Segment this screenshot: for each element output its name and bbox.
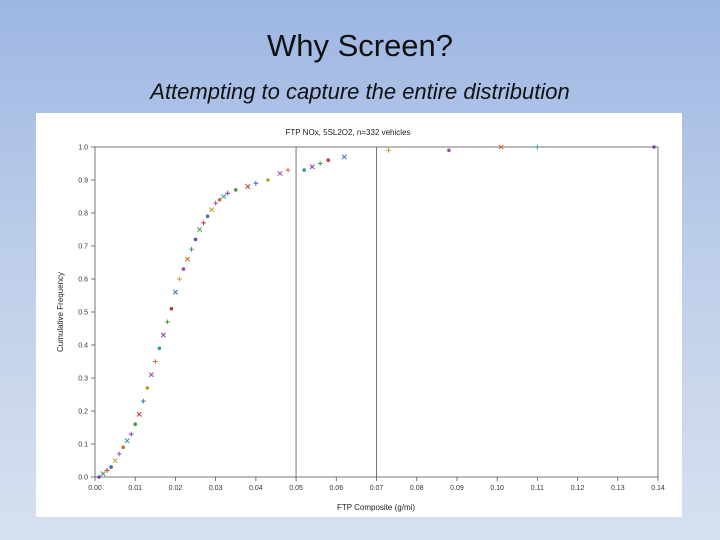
y-tick-label: 1.0 — [78, 145, 88, 152]
data-point — [97, 475, 101, 479]
data-point — [157, 346, 162, 351]
data-point — [169, 306, 174, 311]
y-tick-label: 0.0 — [78, 475, 88, 482]
data-point — [386, 147, 391, 153]
data-point — [253, 180, 259, 186]
data-point — [184, 256, 191, 262]
chart-figure: FTP NOx, 5SL2O2, n=332 vehicles 0.00 0.01… — [36, 113, 682, 517]
y-axis-ticks: 0.0 0.1 0.2 0.3 0.4 0.5 0.6 0.7 0.8 0.9 1.0 — [78, 145, 95, 482]
data-point — [498, 144, 504, 150]
x-tick-label: 0.05 — [289, 485, 303, 492]
data-point — [302, 168, 306, 172]
data-point — [205, 214, 210, 219]
cumulative-frequency-chart: FTP NOx, 5SL2O2, n=332 vehicles 0.00 0.01… — [56, 128, 665, 512]
x-tick-label: 0.06 — [329, 485, 343, 492]
x-tick-label: 0.01 — [128, 485, 142, 492]
data-point — [133, 422, 138, 427]
y-tick-label: 0.7 — [78, 244, 88, 251]
data-point — [217, 198, 222, 202]
x-tick-label: 0.08 — [410, 485, 424, 492]
data-point — [209, 207, 215, 213]
data-point — [317, 161, 323, 166]
data-point — [128, 431, 134, 437]
y-tick-label: 0.1 — [78, 442, 88, 449]
data-point — [112, 457, 118, 464]
x-tick-label: 0.03 — [209, 485, 223, 492]
slide-subtitle: Attempting to capture the entire distrib… — [150, 79, 570, 104]
x-tick-label: 0.12 — [571, 485, 585, 492]
data-point — [534, 144, 540, 150]
data-point — [277, 170, 283, 176]
data-point — [145, 386, 150, 390]
data-point — [225, 190, 231, 196]
y-tick-label: 0.9 — [78, 178, 88, 185]
x-tick-label: 0.04 — [249, 485, 263, 492]
data-point — [136, 411, 142, 417]
data-point — [100, 471, 106, 477]
reference-lines — [295, 147, 377, 477]
data-point — [341, 154, 347, 160]
x-tick-label: 0.07 — [370, 485, 384, 492]
data-point — [164, 319, 170, 325]
data-point — [181, 267, 186, 271]
y-tick-label: 0.5 — [78, 310, 88, 317]
x-tick-label: 0.13 — [611, 485, 625, 492]
x-tick-label: 0.09 — [450, 485, 464, 492]
x-tick-label: 0.10 — [490, 485, 504, 492]
y-axis-label: Cumulative Frequency — [56, 272, 65, 352]
data-point — [116, 451, 122, 457]
data-point — [152, 359, 158, 364]
data-point — [193, 237, 198, 242]
data-point — [285, 167, 291, 173]
data-point — [140, 398, 146, 404]
chart-title: FTP NOx, 5SL2O2, n=332 vehicles — [285, 128, 410, 137]
slide-title: Why Screen? — [266, 28, 454, 63]
data-point — [172, 289, 178, 295]
data-point — [245, 184, 251, 190]
y-tick-label: 0.2 — [78, 409, 88, 416]
x-tick-label: 0.14 — [651, 485, 665, 492]
x-tick-label: 0.00 — [88, 485, 102, 492]
data-point — [177, 276, 182, 282]
data-point — [189, 246, 194, 252]
x-axis-ticks: 0.00 0.01 0.02 0.03 0.04 0.05 0.06 0.07 0.08 0.09… — [88, 477, 665, 492]
data-point — [326, 158, 331, 162]
y-tick-label: 0.3 — [78, 376, 88, 383]
data-points — [97, 144, 656, 479]
data-point — [148, 372, 154, 378]
data-point — [124, 438, 130, 444]
x-tick-label: 0.11 — [531, 485, 544, 492]
data-point — [201, 220, 206, 226]
data-point — [652, 145, 656, 149]
data-point — [447, 148, 451, 153]
y-tick-label: 0.6 — [78, 277, 88, 284]
data-point — [221, 193, 227, 200]
data-point — [266, 178, 270, 182]
data-point — [109, 465, 113, 469]
x-axis-label: FTP Composite (g/mi) — [337, 503, 415, 512]
x-tick-label: 0.02 — [169, 485, 183, 492]
data-point — [121, 445, 125, 450]
data-point — [197, 226, 203, 233]
y-tick-label: 0.8 — [78, 211, 88, 218]
y-tick-label: 0.4 — [78, 343, 88, 350]
data-point — [104, 468, 110, 473]
data-point — [233, 188, 238, 192]
data-point — [309, 164, 315, 170]
data-point — [160, 332, 166, 338]
data-point — [213, 200, 219, 206]
